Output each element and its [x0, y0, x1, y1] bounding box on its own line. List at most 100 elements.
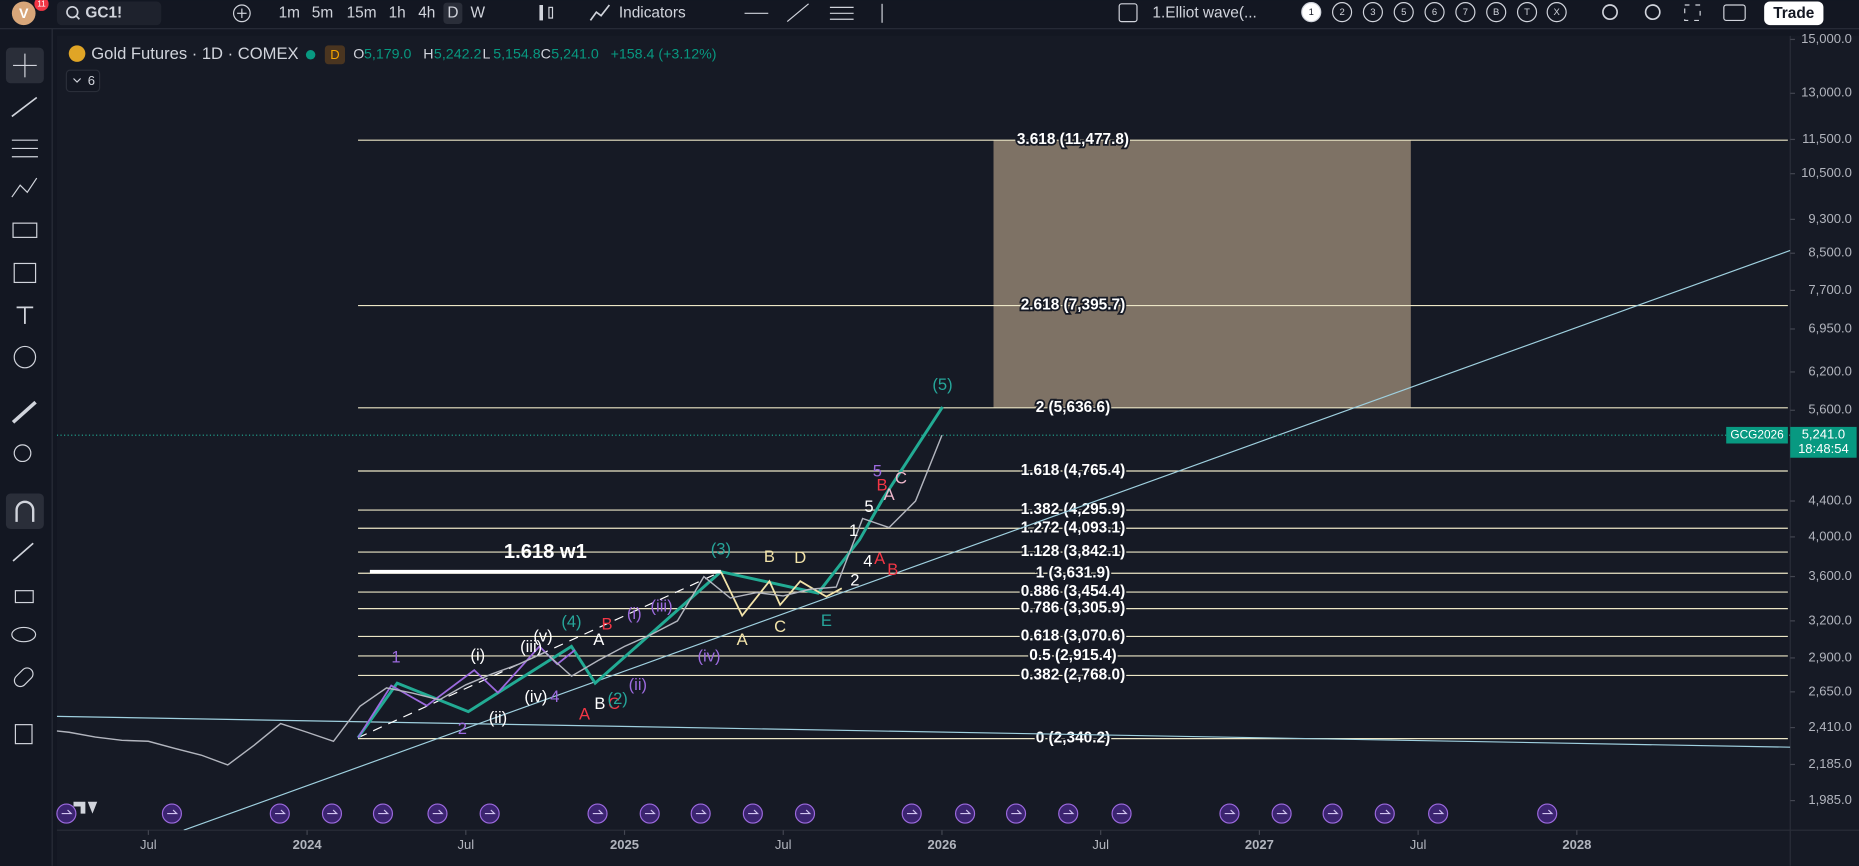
wave-label: (2) — [608, 689, 628, 708]
y-tick-label: 7,700.0 — [1808, 282, 1851, 297]
settings-icon[interactable] — [1644, 4, 1661, 21]
shape-icon[interactable] — [13, 262, 37, 284]
fib-label: 0.618 (3,070.6) — [1021, 627, 1126, 644]
layout-tab-label: 6 — [1432, 7, 1437, 18]
layout-tab[interactable] — [1362, 2, 1383, 23]
candle-icon[interactable] — [539, 5, 543, 21]
layout-icon[interactable] — [1118, 3, 1138, 23]
fib-label: 1 (3,631.9) — [1036, 564, 1111, 581]
layout-tab[interactable] — [1424, 2, 1445, 23]
wave-label: (4) — [561, 612, 581, 631]
interval-button[interactable]: W — [471, 4, 486, 21]
wave-label: (iii) — [520, 637, 542, 656]
lock-icon[interactable] — [14, 590, 34, 604]
y-tick-label: 2,900.0 — [1808, 649, 1851, 664]
event-arrow — [800, 809, 812, 815]
wave-label: 1 — [391, 648, 400, 667]
magnet-active[interactable] — [5, 493, 44, 530]
emoji-icon[interactable] — [13, 345, 37, 369]
layout-tab[interactable] — [1546, 2, 1567, 23]
pattern-icon[interactable] — [11, 177, 38, 198]
event-markers — [56, 803, 1558, 824]
x-tick-label: Jul — [457, 837, 474, 852]
link-icon[interactable] — [12, 665, 35, 688]
indicators-button[interactable]: Indicators — [619, 4, 686, 21]
symbol-search[interactable] — [56, 1, 162, 26]
market-status — [305, 50, 316, 60]
wave-label: B — [877, 476, 888, 495]
event-arrow — [1380, 809, 1391, 815]
x-tick-label: Jul — [1410, 837, 1427, 852]
x-tick-label: Jul — [140, 837, 157, 852]
wave-label: B — [764, 547, 775, 566]
tool-icon[interactable] — [786, 3, 809, 23]
event-arrow — [906, 809, 918, 815]
zoom-icon[interactable] — [13, 444, 32, 463]
price-line — [56, 434, 943, 766]
symbol-tag-label: GCG2026 — [1730, 427, 1784, 441]
alert-icon[interactable] — [1602, 4, 1618, 21]
interval-button[interactable]: D — [447, 4, 458, 21]
symbol-tag — [1726, 426, 1788, 444]
layout-tab-label: B — [1493, 7, 1499, 18]
interval-button[interactable]: 4h — [418, 4, 435, 21]
layout-tab-label: X — [1554, 7, 1561, 18]
wave-label: A — [737, 630, 749, 649]
wave-label: A — [884, 485, 896, 504]
trend-channel — [183, 249, 1791, 831]
interval-button[interactable]: 1m — [279, 4, 300, 21]
fib-label: 0.382 (2,768.0) — [1021, 667, 1126, 684]
base-line — [56, 715, 1791, 748]
trade-button[interactable] — [1764, 1, 1824, 26]
interval-button[interactable]: 15m — [347, 4, 377, 21]
collapse-button[interactable] — [65, 69, 101, 93]
layout-tab-label: 7 — [1463, 7, 1468, 18]
wave-label: (5) — [932, 375, 952, 394]
y-tick-label: 2,650.0 — [1808, 683, 1851, 698]
layout-tab-label: 1 — [1309, 7, 1314, 18]
layout-tab[interactable] — [1486, 2, 1507, 23]
avatar[interactable] — [11, 1, 36, 26]
search-icon-handle — [75, 15, 81, 20]
forecast-icon[interactable] — [12, 222, 38, 238]
interval-button[interactable]: 5m — [312, 4, 333, 21]
price-tag — [1790, 426, 1857, 458]
magnet-icon — [15, 500, 35, 522]
trash-icon[interactable] — [14, 724, 33, 745]
legend-title: Gold Futures · 1D · COMEX — [91, 44, 298, 63]
layout-tab-label: 2 — [1339, 7, 1344, 18]
layout-tab[interactable] — [1332, 2, 1353, 23]
wave-label: 5 — [873, 461, 882, 480]
layout-tab[interactable] — [1393, 2, 1414, 23]
fullscreen-icon[interactable] — [1684, 4, 1701, 22]
ruler-icon[interactable] — [11, 400, 37, 424]
draw-mode-icon[interactable] — [12, 542, 34, 562]
compare-button[interactable] — [232, 4, 251, 23]
ohlc-value: 5,154.8 — [493, 47, 541, 63]
layout-tab[interactable] — [1301, 2, 1322, 23]
layout-tab[interactable] — [1516, 2, 1538, 23]
trendline-icon[interactable] — [11, 96, 38, 118]
wave-label: D — [794, 548, 806, 567]
interval-button[interactable]: 1h — [389, 4, 406, 21]
wave-label: A — [874, 549, 886, 568]
fib-label: 1.128 (3,842.1) — [1021, 543, 1126, 560]
y-tick-label: 2,410.0 — [1808, 719, 1851, 734]
y-tick-label: 3,200.0 — [1808, 612, 1851, 627]
layout-tab-label: T — [1524, 7, 1530, 18]
x-tick-label: 2024 — [293, 837, 323, 852]
fib-label: 0 (2,340.2) — [1036, 730, 1111, 747]
layout-tab[interactable] — [1455, 2, 1476, 23]
event-arrow — [432, 809, 444, 815]
wave-path — [356, 406, 944, 739]
x-tick-label: 2026 — [927, 837, 956, 852]
target-zone — [993, 140, 1411, 408]
y-tick-label: 2,185.0 — [1808, 756, 1851, 771]
y-tick-label: 5,600.0 — [1808, 402, 1851, 417]
layout-name[interactable]: 1.Elliot wave(... — [1152, 4, 1256, 21]
snapshot-icon[interactable] — [1723, 4, 1746, 22]
price-series — [56, 434, 943, 766]
visibility-icon[interactable] — [11, 626, 37, 643]
event-arrow — [275, 809, 286, 815]
